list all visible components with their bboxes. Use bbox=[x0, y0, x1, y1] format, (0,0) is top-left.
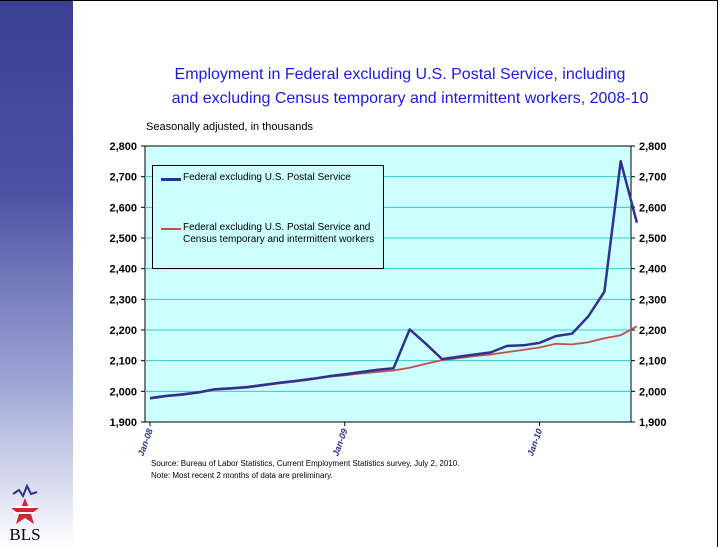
y-tick-label-left: 2,400 bbox=[109, 264, 137, 276]
y-tick-label-right: 2,400 bbox=[639, 264, 667, 276]
chart-subtitle: Seasonally adjusted, in thousands bbox=[146, 121, 313, 133]
y-tick-label-right: 2,100 bbox=[639, 356, 667, 368]
y-tick-label-left: 2,600 bbox=[109, 202, 137, 214]
legend-label-total: Federal excluding U.S. Postal Service bbox=[183, 172, 351, 183]
y-tick-label-right: 2,600 bbox=[639, 202, 667, 214]
series-line-total bbox=[149, 160, 639, 400]
x-tick-label: Jan-09 bbox=[330, 427, 349, 457]
y-tick-label-left: 2,000 bbox=[109, 386, 137, 398]
y-tick-label-right: 2,000 bbox=[639, 386, 667, 398]
chart-legend: Federal excluding U.S. Postal Service Fe… bbox=[152, 165, 384, 269]
y-tick-label-left: 2,200 bbox=[109, 325, 137, 337]
x-tick-label: Jan-10 bbox=[525, 427, 544, 457]
y-tick-label-left: 2,100 bbox=[109, 356, 137, 368]
chart-title-line1: Employment in Federal excluding U.S. Pos… bbox=[174, 66, 626, 83]
y-tick-label-left: 2,500 bbox=[109, 233, 137, 245]
legend-swatch-excl-census bbox=[161, 228, 181, 230]
x-tick-label: Jan-08 bbox=[136, 427, 155, 457]
y-tick-label-right: 1,900 bbox=[639, 417, 667, 429]
y-tick-label-right: 2,700 bbox=[639, 172, 667, 184]
legend-label-excl-census: Federal excluding U.S. Postal Service an… bbox=[183, 222, 375, 245]
logo-text: BLS bbox=[9, 525, 40, 544]
y-tick-label-left: 2,800 bbox=[109, 141, 137, 153]
y-tick-label-right: 2,500 bbox=[639, 233, 667, 245]
chart-notes: Source: Bureau of Labor Statistics, Curr… bbox=[151, 458, 459, 482]
y-tick-label-right: 2,200 bbox=[639, 325, 667, 337]
legend-swatch-total bbox=[161, 178, 181, 181]
preliminary-note: Note: Most recent 2 months of data are p… bbox=[151, 471, 333, 480]
chart-title-line2: and excluding Census temporary and inter… bbox=[171, 90, 649, 107]
sidebar-gradient bbox=[0, 0, 73, 548]
bls-logo: BLS bbox=[9, 483, 41, 544]
y-tick-label-left: 2,300 bbox=[109, 294, 137, 306]
y-tick-label-left: 1,900 bbox=[109, 417, 137, 429]
y-tick-label-right: 2,800 bbox=[639, 141, 667, 153]
y-tick-label-left: 2,700 bbox=[109, 172, 137, 184]
legend-entry-total: Federal excluding U.S. Postal Service bbox=[161, 172, 379, 184]
legend-entry-excl-census: Federal excluding U.S. Postal Service an… bbox=[161, 222, 379, 246]
source-note: Source: Bureau of Labor Statistics, Curr… bbox=[151, 459, 460, 468]
y-tick-label-right: 2,300 bbox=[639, 294, 667, 306]
